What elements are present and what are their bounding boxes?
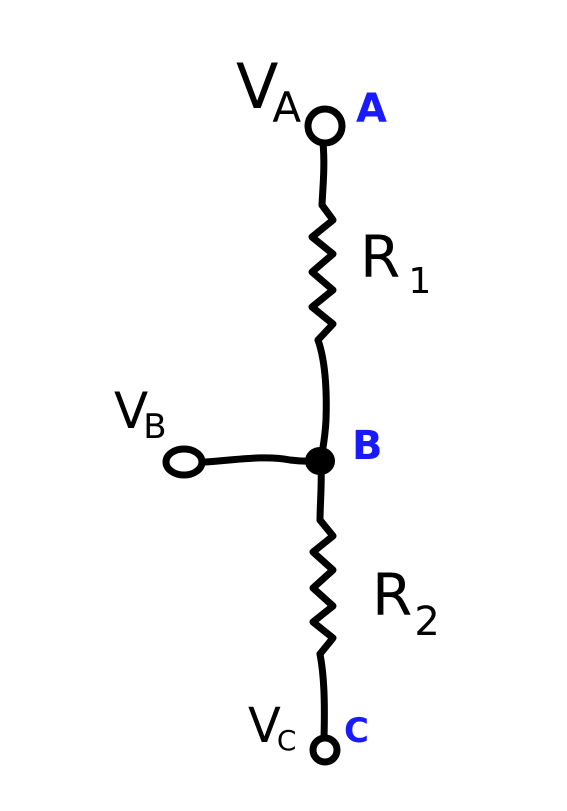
wire-r1-b <box>314 336 330 464</box>
resistor-label-r1-main: R <box>360 223 400 291</box>
voltage-label-b-sub: B <box>143 407 166 447</box>
wire-a-r1 <box>318 139 328 209</box>
voltage-label-b: VB <box>114 382 167 447</box>
node-label-a: A <box>356 86 387 132</box>
junction-b <box>305 447 335 475</box>
voltage-label-a-main: V <box>236 50 278 123</box>
terminal-b <box>162 445 206 479</box>
resistor-label-r2-sub: 2 <box>414 599 439 645</box>
node-label-c: C <box>344 711 369 751</box>
node-label-b: B <box>352 423 383 469</box>
voltage-label-c: VC <box>248 698 296 757</box>
resistor-label-r2: R2 <box>372 561 440 645</box>
voltage-label-c-main: V <box>248 698 281 754</box>
resistor-r1 <box>308 201 337 344</box>
terminal-c <box>309 734 341 766</box>
wire-b-vb <box>201 454 322 466</box>
resistor-r2 <box>309 516 337 658</box>
voltage-label-a: VA <box>236 50 301 132</box>
voltage-label-a-sub: A <box>272 83 301 132</box>
terminal-a <box>304 105 346 147</box>
voltage-label-b-main: V <box>114 382 148 440</box>
wire-r2-c <box>316 650 328 742</box>
voltage-label-c-sub: C <box>277 724 297 757</box>
resistor-label-r1-sub: 1 <box>408 261 431 302</box>
resistor-label-r2-main: R <box>372 561 412 629</box>
